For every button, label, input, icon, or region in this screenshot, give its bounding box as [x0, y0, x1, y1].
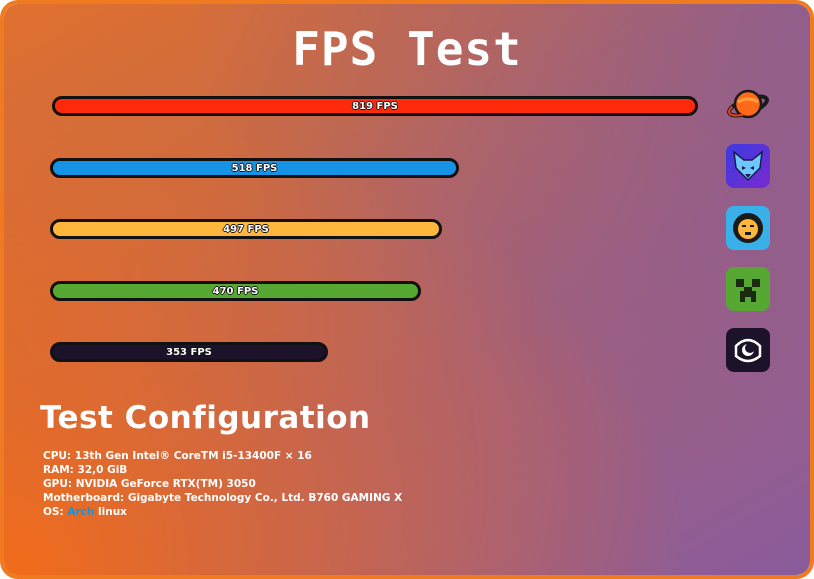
os-arch: Arch [67, 506, 95, 518]
os-prefix: OS: [43, 506, 68, 518]
bar-4: 353 FPS [50, 342, 328, 362]
config-os: OS: Arch linux [43, 505, 402, 519]
config-motherboard: Motherboard: Gigabyte Technology Co., Lt… [43, 492, 403, 504]
bar-0: 819 FPS [52, 96, 698, 116]
config-list: CPU: 13th Gen Intel® CoreTM i5-13400F × … [43, 449, 402, 519]
bar-label: 819 FPS [352, 100, 398, 112]
bar-2: 497 FPS [50, 219, 442, 239]
chart-title: FPS Test [292, 22, 522, 76]
planet-icon [726, 82, 770, 126]
creeper-icon [726, 267, 770, 311]
bar-label: 470 FPS [212, 285, 259, 297]
config-ram: RAM: 32,0 GiB [43, 464, 128, 476]
bar-label: 353 FPS [166, 346, 212, 358]
wolf-icon [726, 144, 770, 188]
lion-icon [726, 206, 770, 250]
bar-1: 518 FPS [50, 158, 459, 178]
bar-label: 497 FPS [223, 223, 269, 235]
moon-logo-icon [726, 328, 770, 372]
config-cpu: CPU: 13th Gen Intel® CoreTM i5-13400F × … [43, 450, 312, 462]
bar-label: 518 FPS [231, 162, 278, 174]
config-title: Test Configuration [40, 400, 371, 436]
os-suffix: linux [94, 506, 127, 518]
bar-3: 470 FPS [50, 281, 421, 301]
config-gpu: GPU: NVIDIA GeForce RTX(TM) 3050 [43, 478, 256, 490]
